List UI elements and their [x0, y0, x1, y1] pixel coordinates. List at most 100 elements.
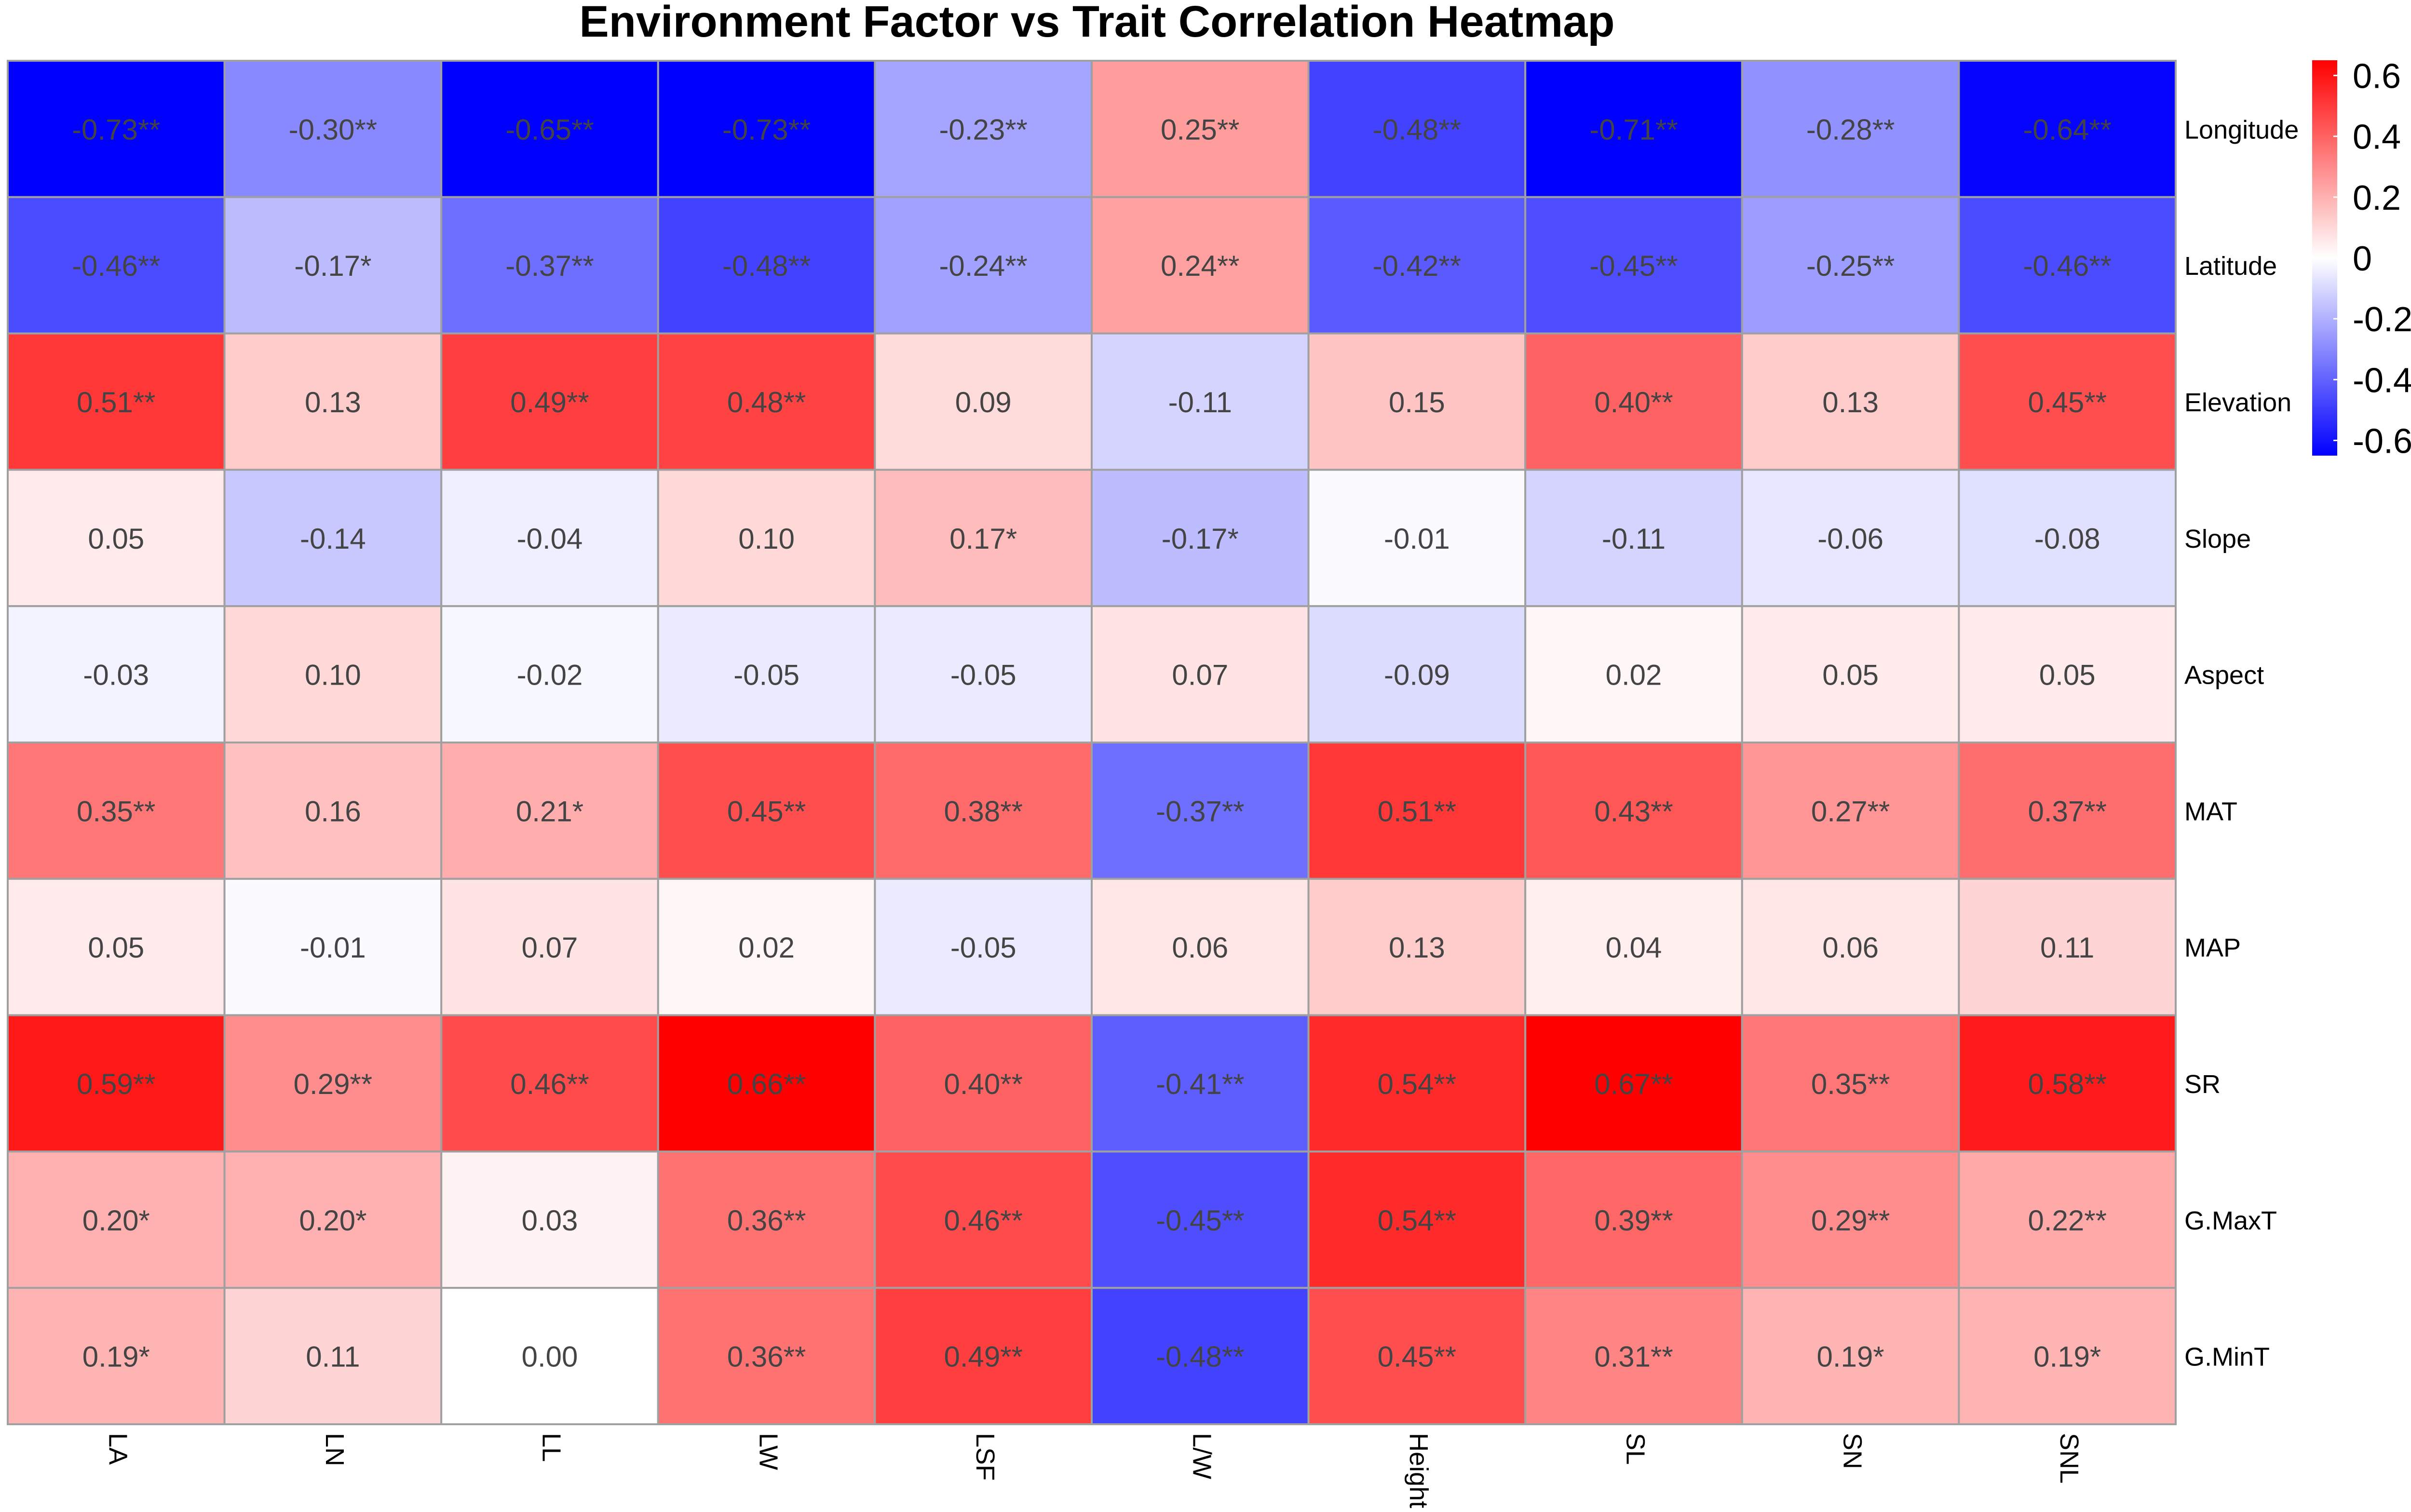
row-labels: Longitude Latitude Elevation Slope Aspect MAT… — [2184, 115, 2299, 1371]
heatmap-cell — [1741, 742, 1960, 880]
heatmap-cell — [440, 1150, 659, 1289]
heatmap-cell — [1741, 332, 1960, 471]
cell-value-label: 0.29** — [294, 1068, 372, 1100]
chart-title: Environment Factor vs Trait Correlation … — [579, 0, 1614, 46]
cell-value-label: -0.08 — [2034, 523, 2100, 555]
heatmap-cell — [874, 1150, 1093, 1289]
cell-value-label: 0.45** — [1378, 1341, 1456, 1373]
heatmap-cell — [1524, 1287, 1743, 1425]
column-label: SN — [1838, 1433, 1867, 1469]
heatmap-cell — [1741, 878, 1960, 1016]
cell-value-label: 0.11 — [306, 1341, 360, 1373]
row-label: Elevation — [2184, 388, 2291, 417]
heatmap-cell — [1524, 469, 1743, 608]
heatmap-cell — [874, 332, 1093, 471]
row-label: SR — [2184, 1070, 2221, 1099]
cell-value-label: 0.59** — [77, 1068, 155, 1100]
cell-value-label: 0.31** — [1594, 1341, 1673, 1373]
cell-value-label: 0.35** — [1811, 1068, 1890, 1100]
cell-value-label: 0.02 — [738, 932, 795, 964]
cell-value-label: 0.36** — [727, 1204, 806, 1237]
cell-value-label: -0.48** — [1373, 113, 1461, 146]
cell-value-label: -0.01 — [300, 932, 366, 964]
heatmap-cell — [1958, 878, 2177, 1016]
cell-value-label: 0.49** — [944, 1341, 1022, 1373]
heatmap-cell — [440, 742, 659, 880]
heatmap-cell — [1958, 332, 2177, 471]
cell-value-label: 0.39** — [1594, 1204, 1673, 1237]
cell-value-label: 0.02 — [1606, 659, 1662, 691]
heatmap-cell — [874, 742, 1093, 880]
heatmap-cell — [7, 878, 226, 1016]
cell-value-label: -0.04 — [517, 523, 583, 555]
cell-value-label: -0.05 — [733, 659, 799, 691]
row-label: G.MaxT — [2184, 1206, 2277, 1235]
cell-value-label: 0.13 — [305, 386, 361, 418]
cell-value-label: 0.45** — [727, 795, 806, 827]
cell-value-label: 0.05 — [88, 932, 144, 964]
cell-value-label: -0.37** — [1156, 795, 1244, 827]
row-label: Latitude — [2184, 252, 2277, 281]
column-label: SNL — [2055, 1433, 2084, 1484]
cell-value-label: 0.11 — [2040, 932, 2094, 964]
cell-value-label: 0.35** — [77, 795, 155, 827]
column-label: LL — [537, 1433, 566, 1462]
cell-value-label: -0.46** — [72, 250, 160, 282]
cell-value-label: -0.45** — [1589, 250, 1678, 282]
heatmap-cell — [657, 742, 876, 880]
cell-value-label: -0.06 — [1817, 523, 1883, 555]
cell-value-label: -0.37** — [505, 250, 594, 282]
cell-value-label: 0.05 — [1822, 659, 1879, 691]
cell-value-label: -0.46** — [2023, 250, 2111, 282]
heatmap-cell — [1524, 60, 1743, 198]
heatmap-cell — [7, 742, 226, 880]
heatmap-cell — [1741, 196, 1960, 335]
heatmap-cell — [7, 1150, 226, 1289]
row-label: MAP — [2184, 933, 2241, 962]
cell-value-label: 0.51** — [1378, 795, 1456, 827]
cell-value-label: -0.42** — [1373, 250, 1461, 282]
heatmap-cell — [1741, 1150, 1960, 1289]
cell-value-label: 0.17* — [949, 523, 1017, 555]
heatmap-cell — [440, 1014, 659, 1153]
cell-value-label: 0.38** — [944, 795, 1022, 827]
heatmap-cell — [223, 605, 443, 743]
column-label: Height — [1404, 1433, 1433, 1508]
heatmap-cell — [657, 60, 876, 198]
heatmap-cell — [657, 1150, 876, 1289]
cell-value-label: 0.10 — [738, 523, 795, 555]
heatmap-cell — [1307, 878, 1527, 1016]
heatmap-cell — [874, 1014, 1093, 1153]
cell-value-label: -0.73** — [72, 113, 160, 146]
cell-value-label: 0.19* — [1817, 1341, 1884, 1373]
cell-value-label: 0.07 — [522, 932, 578, 964]
cell-value-label: -0.09 — [1384, 659, 1450, 691]
cell-value-label: 0.06 — [1822, 932, 1879, 964]
heatmap-cell — [1307, 742, 1527, 880]
cell-value-label: -0.48** — [722, 250, 811, 282]
cell-value-label: 0.43** — [1594, 795, 1673, 827]
row-label: Longitude — [2184, 115, 2299, 144]
cell-value-label: -0.17* — [1162, 523, 1239, 555]
heatmap-cell — [874, 605, 1093, 743]
cell-value-label: 0.22** — [2028, 1204, 2106, 1237]
heatmap-cell — [1091, 1287, 1310, 1425]
heatmap-cell — [223, 332, 443, 471]
cell-value-label: -0.28** — [1806, 113, 1895, 146]
heatmap-cell — [657, 196, 876, 335]
row-label: G.MinT — [2184, 1343, 2270, 1372]
heatmap-cell — [1091, 1014, 1310, 1153]
cell-value-label: 0.40** — [944, 1068, 1022, 1100]
column-label: LN — [320, 1433, 349, 1466]
heatmap-cell — [1958, 605, 2177, 743]
cell-value-label: 0.05 — [88, 523, 144, 555]
cell-value-label: 0.54** — [1378, 1068, 1456, 1100]
legend-tick-label: 0.2 — [2353, 179, 2401, 217]
color-legend: 0.6 0.4 0.2 0 -0.2 -0.4 -0.6 — [2312, 57, 2411, 460]
legend-tick-label: -0.2 — [2353, 300, 2411, 339]
cell-value-label: -0.25** — [1806, 250, 1895, 282]
cell-value-label: 0.00 — [522, 1341, 578, 1373]
cell-value-label: 0.06 — [1172, 932, 1228, 964]
heatmap-cell — [1091, 878, 1310, 1016]
